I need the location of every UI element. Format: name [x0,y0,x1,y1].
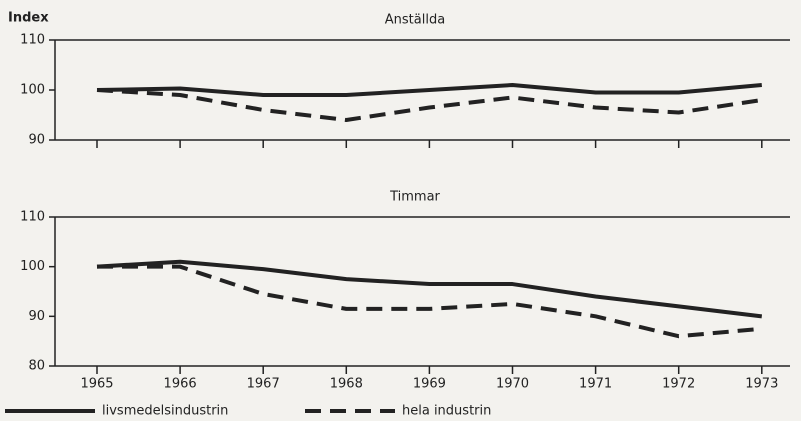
y-tick-label: 100 [20,259,45,274]
x-tick-label: 1965 [80,377,113,392]
panel-title: Anställda [385,13,445,28]
panel-title: Timmar [389,190,440,205]
x-tick-label: 1973 [745,377,778,392]
x-tick-label: 1970 [496,377,529,392]
x-tick-label: 1968 [330,377,363,392]
y-tick-label: 80 [28,359,45,374]
series-line [97,264,762,339]
y-tick-label: 110 [20,210,45,225]
y-axis-label: Index [8,11,49,26]
series-line [96,83,762,97]
x-tick-label: 1971 [579,377,612,392]
series-line [96,88,763,122]
x-tick-label: 1967 [247,377,280,392]
legend-label: livsmedelsindustrin [102,404,228,419]
x-tick-label: 1972 [662,377,695,392]
legend-label: hela industrin [402,404,491,419]
y-tick-label: 100 [20,83,45,98]
x-tick-label: 1969 [413,377,446,392]
y-tick-label: 90 [28,133,45,148]
y-tick-label: 90 [28,309,45,324]
y-tick-label: 110 [20,33,45,48]
x-tick-label: 1966 [164,377,197,392]
series-line [96,259,763,319]
